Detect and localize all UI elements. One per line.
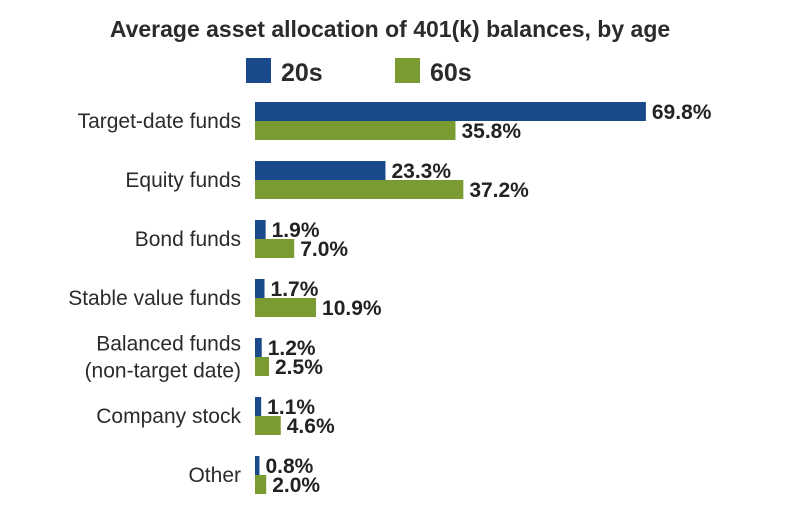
category-label-4-1: (non-target date)	[85, 360, 241, 383]
chart-title: Average asset allocation of 401(k) balan…	[110, 16, 670, 42]
category-label-3: Stable value funds	[68, 287, 241, 310]
value-label-20s-4: 1.2%	[268, 337, 316, 360]
category-label-2: Bond funds	[135, 228, 241, 251]
value-label-20s-5: 1.1%	[267, 396, 315, 419]
legend-label-20s: 20s	[281, 59, 323, 87]
value-label-60s-2: 7.0%	[300, 238, 348, 261]
legend-label-60s: 60s	[430, 59, 472, 87]
bar-60s-4	[255, 357, 269, 376]
value-label-60s-5: 4.6%	[287, 415, 335, 438]
bar-20s-2	[255, 220, 266, 239]
bar-20s-1	[255, 161, 386, 180]
legend-swatch-20s	[246, 58, 271, 83]
value-label-20s-3: 1.7%	[271, 278, 319, 301]
value-label-20s-6: 0.8%	[265, 455, 313, 478]
category-label-4-0: Balanced funds	[96, 333, 241, 356]
value-labels: 69.8% 35.8% 23.3% 37.2% 1.9%7.0% 1.7%10.9% 1.2…	[265, 101, 711, 497]
bar-60s-0	[255, 121, 456, 140]
value-label-20s-0: 69.8%	[652, 101, 712, 124]
value-label-20s-2: 1.9%	[272, 219, 320, 242]
value-label-20s-1: 23.3%	[391, 160, 451, 183]
bar-60s-3	[255, 298, 317, 317]
bar-20s-5	[255, 397, 262, 416]
bar-20s-6	[255, 456, 260, 475]
bar-60s-5	[255, 416, 281, 435]
value-label-60s-1: 37.2%	[469, 179, 529, 202]
bar-20s-3	[255, 279, 265, 298]
legend: 20s 60s	[246, 58, 472, 87]
bar-60s-6	[255, 475, 267, 494]
legend-swatch-60s	[395, 58, 420, 83]
category-label-6: Other	[188, 464, 241, 487]
bar-20s-0	[255, 102, 646, 121]
category-label-1: Equity funds	[125, 169, 241, 192]
bar-20s-4	[255, 338, 262, 357]
bar-60s-2	[255, 239, 295, 258]
bar-60s-1	[255, 180, 464, 199]
bars-group	[255, 102, 646, 494]
category-labels: Target-date funds Equity funds Bond funds S…	[68, 110, 241, 487]
value-label-60s-0: 35.8%	[461, 120, 521, 143]
category-label-0: Target-date funds	[78, 110, 241, 133]
category-label-5: Company stock	[96, 405, 241, 428]
value-label-60s-3: 10.9%	[322, 297, 382, 320]
value-label-60s-4: 2.5%	[275, 356, 323, 379]
value-label-60s-6: 2.0%	[272, 474, 320, 497]
